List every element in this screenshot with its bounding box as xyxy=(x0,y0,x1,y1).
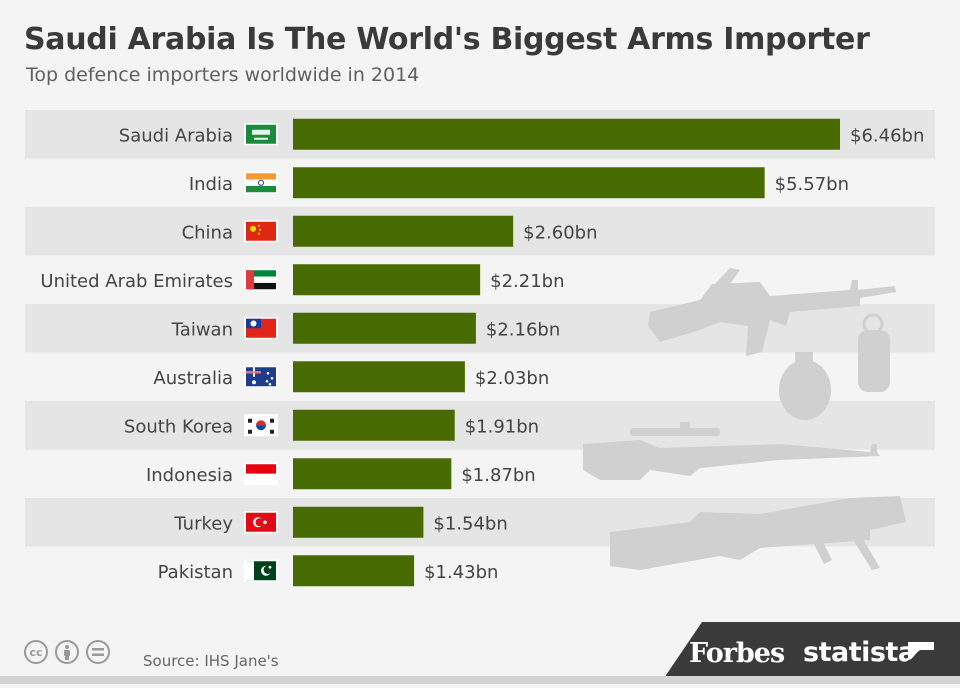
statista-logo: statista xyxy=(803,637,916,668)
category-label: Australia xyxy=(153,368,233,389)
data-label: $2.03bn xyxy=(475,368,549,389)
data-label: $1.54bn xyxy=(433,513,507,534)
license-icons: cc xyxy=(24,640,110,664)
data-label: $2.21bn xyxy=(490,271,564,292)
category-label: Indonesia xyxy=(146,465,233,486)
footer-line xyxy=(0,676,960,684)
category-label: South Korea xyxy=(124,416,233,437)
bar xyxy=(293,409,455,441)
bar xyxy=(293,118,840,150)
flag-icon xyxy=(244,317,278,340)
bar xyxy=(293,215,514,247)
category-label: Taiwan xyxy=(171,319,233,340)
chart-subtitle: Top defence importers worldwide in 2014 xyxy=(26,64,420,86)
flag-icon xyxy=(244,559,278,582)
forbes-logo: Forbes xyxy=(689,638,785,669)
brand-band xyxy=(660,622,960,684)
flag-icon xyxy=(244,123,278,146)
category-label: Turkey xyxy=(173,513,233,534)
bar xyxy=(293,264,481,296)
bar xyxy=(293,167,765,199)
bar xyxy=(293,506,424,538)
row-stripe xyxy=(25,304,935,353)
rocket-launcher-icon xyxy=(610,496,906,570)
flag-icon xyxy=(244,171,278,194)
category-label: Saudi Arabia xyxy=(119,125,233,146)
chart-title: Saudi Arabia Is The World's Biggest Arms… xyxy=(24,22,870,57)
data-label: $2.60bn xyxy=(523,222,597,243)
sniper-rifle-icon xyxy=(583,422,880,480)
category-label: Pakistan xyxy=(158,562,233,583)
data-label: $1.87bn xyxy=(461,465,535,486)
flag-icon xyxy=(244,268,278,291)
bar xyxy=(293,312,476,344)
rifle-icon xyxy=(648,268,896,356)
flag-icon xyxy=(244,220,278,243)
data-label: $5.57bn xyxy=(775,174,849,195)
flag-icon xyxy=(244,462,278,485)
data-label: $2.16bn xyxy=(486,319,560,340)
bar xyxy=(293,361,465,393)
nd-icon xyxy=(86,640,110,664)
bar xyxy=(293,458,452,490)
statista-mark-icon xyxy=(908,642,934,668)
row-stripe xyxy=(25,401,935,450)
by-icon xyxy=(55,640,79,664)
grenade-icon xyxy=(779,313,890,420)
data-label: $6.46bn xyxy=(850,125,924,146)
category-label: China xyxy=(182,222,233,243)
flag-icon xyxy=(244,511,278,534)
flag-icon xyxy=(244,414,278,437)
flag-icon xyxy=(244,365,278,388)
source-note: Source: IHS Jane's xyxy=(143,652,279,670)
data-label: $1.91bn xyxy=(465,416,539,437)
category-label: India xyxy=(189,174,233,195)
bar xyxy=(293,555,415,587)
category-label: United Arab Emirates xyxy=(40,271,233,292)
weapon-silhouettes xyxy=(583,268,906,570)
data-label: $1.43bn xyxy=(424,562,498,583)
cc-icon: cc xyxy=(24,640,48,664)
